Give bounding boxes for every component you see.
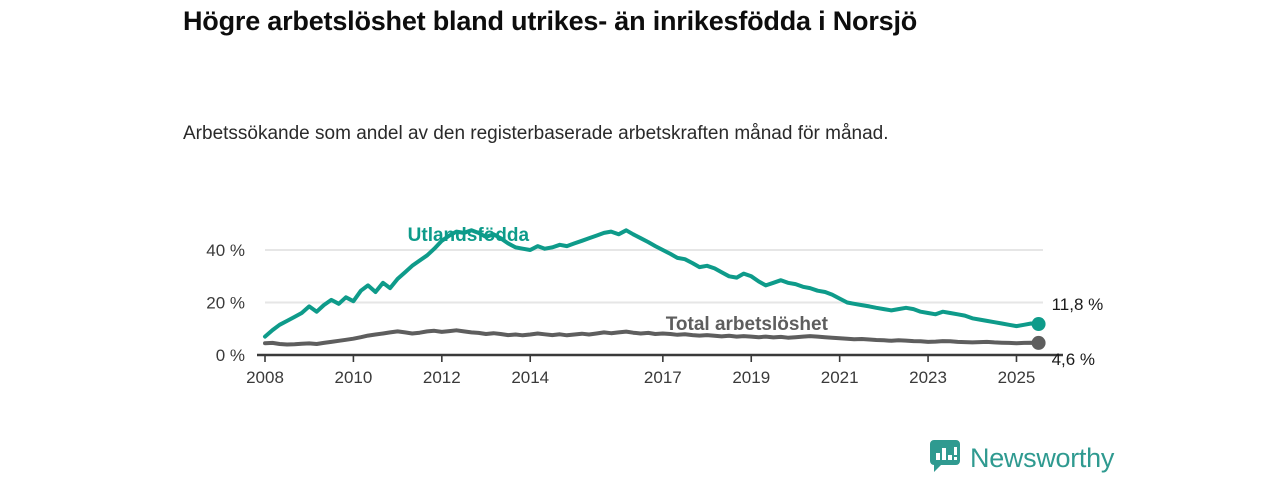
series-end-marker <box>1031 335 1046 350</box>
x-tick-label: 2019 <box>732 368 770 387</box>
y-tick-label: 0 % <box>216 346 245 365</box>
x-axis-labels: 2008 2010 2012 2014 2017 2019 2021 2023 2025 <box>246 355 1035 387</box>
page-title: Högre arbetslöshet bland utrikes- än inr… <box>183 6 918 36</box>
x-tick-label: 2021 <box>821 368 859 387</box>
series-line <box>263 228 1041 339</box>
bar-chart-bubble-icon <box>930 440 960 477</box>
chart-container: 0 % 20 % 40 % 2008 2010 2012 2014 2017 2019 2021… <box>0 195 1280 395</box>
x-tick-label: 2008 <box>246 368 284 387</box>
line-chart: 0 % 20 % 40 % 2008 2010 2012 2014 2017 2019 2021… <box>206 225 1104 387</box>
series-value-label: 11,8 % <box>1052 295 1104 314</box>
x-tick-label: 2017 <box>644 368 682 387</box>
series-line <box>263 328 1041 347</box>
brand-name: Newsworthy <box>970 443 1115 473</box>
brand-footer: Newsworthy <box>930 440 1114 477</box>
x-tick-label: 2023 <box>909 368 947 387</box>
y-tick-label: 40 % <box>206 241 245 260</box>
series-end-marker <box>1031 317 1046 332</box>
x-tick-label: 2025 <box>998 368 1036 387</box>
y-axis-labels: 0 % 20 % 40 % <box>206 241 245 365</box>
series-label: Utlandsfödda <box>408 225 530 246</box>
series-label: Total arbetslöshet <box>666 314 829 335</box>
x-tick-label: 2012 <box>423 368 461 387</box>
x-tick-label: 2014 <box>511 368 549 387</box>
header: Högre arbetslöshet bland utrikes- än inr… <box>183 4 1013 38</box>
series-annotations: Utlandsfödda Total arbetslöshet 11,8 % 4,6 … <box>408 225 1104 369</box>
x-tick-label: 2010 <box>334 368 372 387</box>
chart-subtitle: Arbetssökande som andel av den registerb… <box>183 123 889 144</box>
series-value-label: 4,6 % <box>1052 350 1095 369</box>
data-series <box>263 228 1046 350</box>
y-tick-label: 20 % <box>206 294 245 313</box>
